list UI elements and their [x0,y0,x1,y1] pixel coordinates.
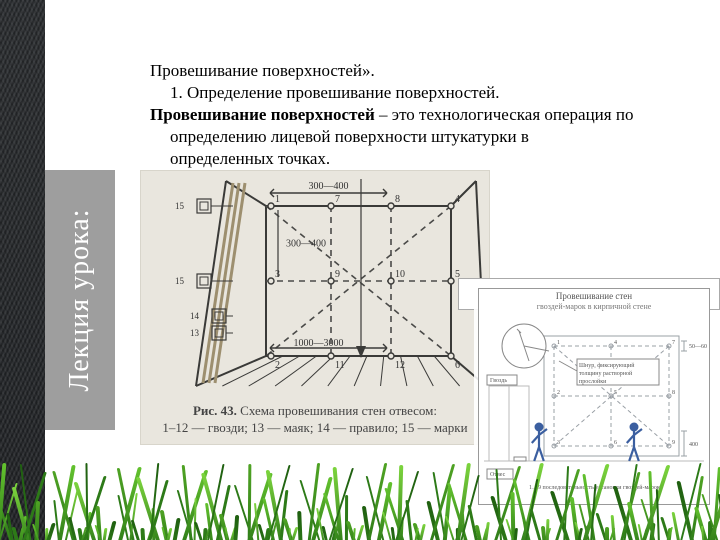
svg-text:1: 1 [557,340,560,346]
figure-2-subtitle: гвоздей-марок в кирпичной стене [479,302,709,311]
svg-text:2: 2 [557,390,560,396]
svg-text:Отвес: Отвес [490,472,506,478]
slide: { "sidebar": { "title": "Лекция урока:",… [0,0,720,540]
fig1-cap-l2: 1–12 — гвозди; 13 — маяк; 14 — правило; … [162,420,467,435]
svg-text:1: 1 [275,194,280,205]
svg-text:4: 4 [455,194,460,205]
svg-text:10: 10 [395,269,405,280]
svg-text:9: 9 [672,440,675,446]
figure-2-svg: 123456789Шнур, фиксирующийтолщину раство… [479,311,709,501]
svg-text:7: 7 [335,194,340,205]
svg-text:15: 15 [175,276,185,286]
left-texture-strip [0,0,45,540]
svg-text:2: 2 [275,360,280,371]
body-line-2: 1. Определение провешивание поверхностей… [150,82,700,104]
svg-text:8: 8 [395,194,400,205]
sidebar-title: Лекция урока: [45,170,115,430]
svg-text:Гвоздь: Гвоздь [490,378,507,384]
svg-text:1…9 последовательность установ: 1…9 последовательность установки гвоздей… [529,484,660,491]
svg-text:11: 11 [335,360,345,371]
svg-text:7: 7 [672,340,675,346]
svg-text:9: 9 [335,269,340,280]
sidebar-title-box: Лекция урока: [45,170,115,430]
svg-text:15: 15 [175,201,185,211]
figure-2-title: Провешивание стен [479,289,709,302]
figure-2: Провешивание стен гвоздей-марок в кирпич… [478,288,710,505]
svg-text:8: 8 [672,390,675,396]
svg-text:Шнур, фиксирующий: Шнур, фиксирующий [579,362,635,369]
svg-text:6: 6 [614,440,617,446]
body-line-1: Провешивание поверхностей». [150,60,700,82]
svg-text:1000—3000: 1000—3000 [294,338,344,349]
svg-text:толщину растворной: толщину растворной [579,370,633,377]
svg-text:300—400: 300—400 [286,239,326,250]
def-term: Провешивание поверхностей [150,105,375,124]
fig1-cap-bold: Рис. 43. [193,403,237,418]
fig1-cap-l1: Схема провешивания стен отвесом: [237,403,437,418]
figure-1-svg: 15151413123456789101112300—400300—400100… [141,171,491,401]
figure-1-caption: Рис. 43. Схема провешивания стен отвесом… [141,401,489,441]
figure-1: 15151413123456789101112300—400300—400100… [140,170,490,445]
body-text: Провешивание поверхностей». 1. Определен… [150,60,700,170]
body-definition: Провешивание поверхностей – это технолог… [150,104,700,126]
svg-text:300—400: 300—400 [309,181,349,192]
svg-text:14: 14 [190,311,200,321]
def-rest-1: – это технологическая операция по [375,105,634,124]
svg-text:прослойки: прослойки [579,378,607,385]
svg-text:400: 400 [689,442,698,448]
svg-text:13: 13 [190,328,200,338]
svg-text:50—60: 50—60 [689,344,707,350]
def-rest-2: определению лицевой поверхности штукатур… [150,126,700,148]
svg-text:6: 6 [455,360,460,371]
def-rest-3: определенных точках. [150,148,700,170]
svg-text:4: 4 [614,340,617,346]
svg-text:12: 12 [395,360,405,371]
